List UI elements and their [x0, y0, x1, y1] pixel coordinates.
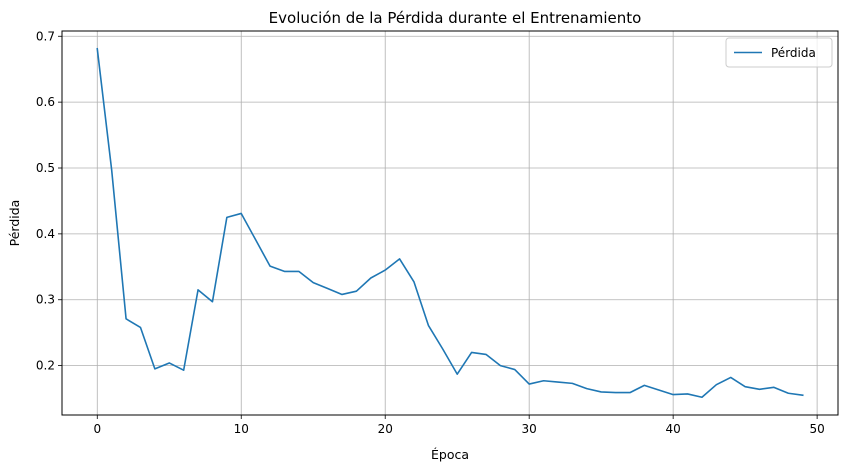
- legend: Pérdida: [725, 37, 833, 68]
- x-tick-label: 0: [93, 422, 101, 436]
- y-tick-label: 0.4: [36, 227, 55, 241]
- y-tick-label: 0.7: [36, 29, 55, 43]
- axis-ticks: 0 10 20 30 40 50 0.2 0.3 0.4 0.5 0.6 0.7: [36, 29, 825, 436]
- legend-box: [725, 37, 833, 68]
- chart-title: Evolución de la Pérdida durante el Entre…: [269, 9, 642, 27]
- grid: [62, 31, 838, 415]
- x-tick-label: 30: [522, 422, 537, 436]
- x-tick-label: 50: [809, 422, 824, 436]
- x-tick-label: 10: [234, 422, 249, 436]
- x-tick-label: 20: [378, 422, 393, 436]
- series-line-loss: [96, 47, 804, 399]
- y-tick-label: 0.2: [36, 359, 55, 373]
- axes-frame: [61, 30, 839, 416]
- y-axis-label: Pérdida: [7, 200, 22, 247]
- y-tick-label: 0.3: [36, 293, 55, 307]
- x-tick-label: 40: [666, 422, 681, 436]
- x-axis-label: Época: [431, 447, 469, 462]
- plot-area: [96, 47, 804, 399]
- y-tick-label: 0.6: [36, 95, 55, 109]
- y-tick-label: 0.5: [36, 161, 55, 175]
- legend-label: Pérdida: [771, 46, 816, 60]
